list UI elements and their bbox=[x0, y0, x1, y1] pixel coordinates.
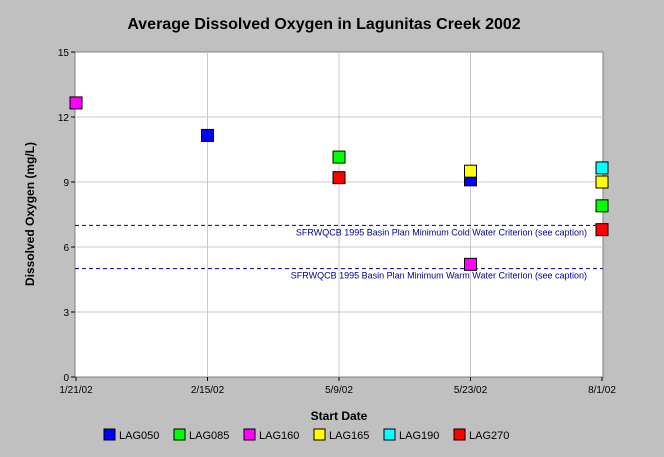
data-point bbox=[595, 175, 609, 189]
x-tick-label: 1/21/02 bbox=[59, 385, 93, 396]
legend-label: LAG270 bbox=[469, 430, 509, 442]
legend-swatch bbox=[313, 428, 326, 441]
data-point bbox=[69, 96, 83, 110]
data-points bbox=[69, 96, 609, 271]
chart-title: Average Dissolved Oxygen in Lagunitas Cr… bbox=[127, 16, 520, 33]
x-axis-ticks: 1/21/02 2/15/02 5/9/02 5/23/02 8/1/02 bbox=[59, 377, 616, 396]
y-tick-label: 15 bbox=[58, 48, 70, 59]
legend-label: LAG160 bbox=[259, 430, 299, 442]
legend-swatch bbox=[453, 428, 466, 441]
y-tick-label: 6 bbox=[63, 243, 69, 254]
data-point bbox=[595, 199, 609, 213]
y-tick-label: 0 bbox=[63, 373, 69, 384]
y-tick-label: 12 bbox=[58, 113, 70, 124]
x-tick-label: 5/9/02 bbox=[325, 385, 353, 396]
reference-line-label: SFRWQCB 1995 Basin Plan Minimum Cold Wat… bbox=[296, 227, 587, 237]
legend-swatch bbox=[243, 428, 256, 441]
data-point bbox=[332, 171, 346, 185]
y-tick-label: 9 bbox=[63, 178, 69, 189]
legend-label: LAG165 bbox=[329, 430, 369, 442]
legend-swatch bbox=[383, 428, 396, 441]
data-point bbox=[332, 150, 346, 164]
y-tick-label: 3 bbox=[63, 308, 69, 319]
legend-label: LAG190 bbox=[399, 430, 439, 442]
y-axis-label: Dissolved Oxygen (mg/L) bbox=[23, 142, 37, 286]
legend-swatch bbox=[173, 428, 186, 441]
x-tick-label: 2/15/02 bbox=[191, 385, 225, 396]
x-tick-label: 8/1/02 bbox=[588, 385, 616, 396]
legend-label: LAG050 bbox=[119, 430, 159, 442]
y-axis-ticks: 0 3 6 9 12 15 bbox=[58, 48, 75, 384]
data-point bbox=[464, 257, 477, 271]
legend-label: LAG085 bbox=[189, 430, 229, 442]
x-axis-label: Start Date bbox=[311, 409, 368, 423]
reference-lines: SFRWQCB 1995 Basin Plan Minimum Cold Wat… bbox=[75, 224, 603, 281]
reference-line-label: SFRWQCB 1995 Basin Plan Minimum Warm Wat… bbox=[291, 271, 587, 281]
legend-swatch bbox=[103, 428, 116, 441]
data-point bbox=[595, 223, 609, 237]
data-point bbox=[201, 128, 214, 142]
data-point bbox=[464, 164, 477, 178]
data-point bbox=[595, 161, 609, 175]
legend: LAG050 LAG085 LAG160 LAG165 LAG190 LAG270 bbox=[103, 428, 509, 442]
x-tick-label: 5/23/02 bbox=[454, 385, 488, 396]
